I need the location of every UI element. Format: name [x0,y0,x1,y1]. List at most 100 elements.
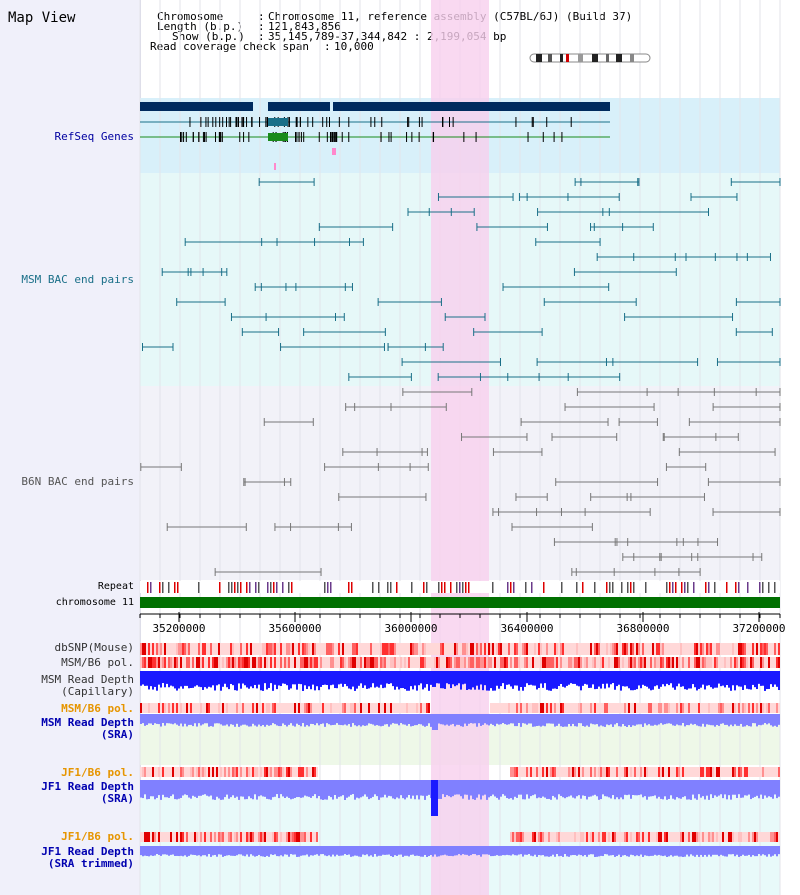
pol-cell [350,657,352,668]
pol-cell [440,643,442,655]
depth-bar [508,780,510,799]
depth-bar [162,846,164,855]
pol-cell [654,643,656,655]
depth-bar [460,780,462,797]
depth-bar [548,780,550,799]
pol-cell [208,703,210,713]
depth-bar [508,671,510,685]
depth-bar [398,780,400,799]
track-label-repeat[interactable]: Repeat [97,581,134,592]
depth-bar [652,671,654,690]
depth-bar [714,780,716,796]
pol-cell [744,703,746,713]
pol-cell [520,832,522,842]
depth-bar [338,671,340,685]
pol-cell [438,657,440,668]
depth-bar [692,714,694,725]
pol-cell [304,832,306,842]
depth-bar [404,671,406,690]
pol-cell [670,703,672,713]
pol-cell [296,767,298,777]
depth-bar [494,671,496,691]
track-label-msm-bac[interactable]: MSM BAC end pairs [21,273,134,286]
depth-bar [634,714,636,726]
pol-cell [242,832,244,842]
pol-cell [506,643,508,655]
pol-cell [456,657,458,668]
depth-bar [388,846,390,855]
depth-bar [256,714,258,727]
pol-cell [284,703,286,713]
depth-bar [300,846,302,856]
pol-cell [608,832,610,842]
pol-cell [394,643,396,655]
pol-cell [646,767,648,777]
track-label-refseq[interactable]: RefSeq Genes [54,130,134,143]
track-label-msm-depth-capillary[interactable]: MSM Read Depth [41,673,134,686]
depth-bar [648,846,650,857]
pol-cell [248,643,250,655]
track-label-b6n-bac[interactable]: B6N BAC end pairs [21,475,134,488]
pol-cell [752,657,754,668]
depth-bar [562,846,564,857]
pol-cell [482,643,484,655]
pol-cell [268,657,270,668]
depth-bar [246,846,248,855]
pol-cell [590,703,592,713]
track-label-dbsnp[interactable]: dbSNP(Mouse) [54,641,134,654]
track-label-msm-depth-sra[interactable]: MSM Read Depth [41,716,134,729]
pol-cell [552,657,554,668]
pol-cell [240,767,242,777]
depth-bar [646,714,648,726]
pol-cell [616,767,618,777]
pol-cell [214,832,216,842]
pol-cell [708,643,710,655]
depth-bar [642,714,644,727]
pol-cell [612,657,614,668]
track-label-jf1-b6-pol-2[interactable]: JF1/B6 pol. [61,830,134,843]
pol-cell [736,703,738,713]
track-label-jf1-b6-pol[interactable]: JF1/B6 pol. [61,766,134,779]
pol-cell [420,703,422,713]
pol-cell [554,767,556,777]
pol-cell [542,767,544,777]
repeat-element [774,582,776,593]
pol-cell [374,657,376,668]
depth-bar [418,780,420,800]
pol-cell [606,657,608,668]
depth-bar [444,671,446,689]
pol-cell [642,657,644,668]
depth-bar [306,780,308,797]
track-label-jf1-depth-trim[interactable]: JF1 Read Depth [41,845,134,858]
depth-bar [190,846,192,855]
depth-bar [214,714,216,724]
track-label-msm-b6-pol[interactable]: MSM/B6 pol. [61,656,134,669]
depth-spike [432,714,438,730]
pol-cell [326,703,328,713]
pol-cell [158,643,160,655]
depth-bar [262,780,264,797]
depth-bar [418,671,420,686]
depth-bar [598,780,600,800]
depth-bar [478,671,480,690]
depth-bar [758,671,760,684]
depth-bar [454,846,456,856]
pol-cell [766,703,768,713]
pol-cell [358,643,360,655]
pol-cell [684,643,686,655]
depth-bar [302,714,304,724]
track-label-jf1-depth-sra[interactable]: JF1 Read Depth [41,780,134,793]
depth-bar [736,846,738,855]
pol-cell [282,643,284,655]
repeat-element [351,582,353,593]
depth-bar [776,780,778,799]
pol-cell [706,832,708,842]
pol-cell [510,767,512,777]
depth-bar [680,671,682,687]
pol-cell [236,767,238,777]
depth-bar [716,780,718,797]
depth-bar [174,846,176,856]
track-label-msm-b6-pol-2[interactable]: MSM/B6 pol. [61,702,134,715]
pol-cell [516,643,518,655]
